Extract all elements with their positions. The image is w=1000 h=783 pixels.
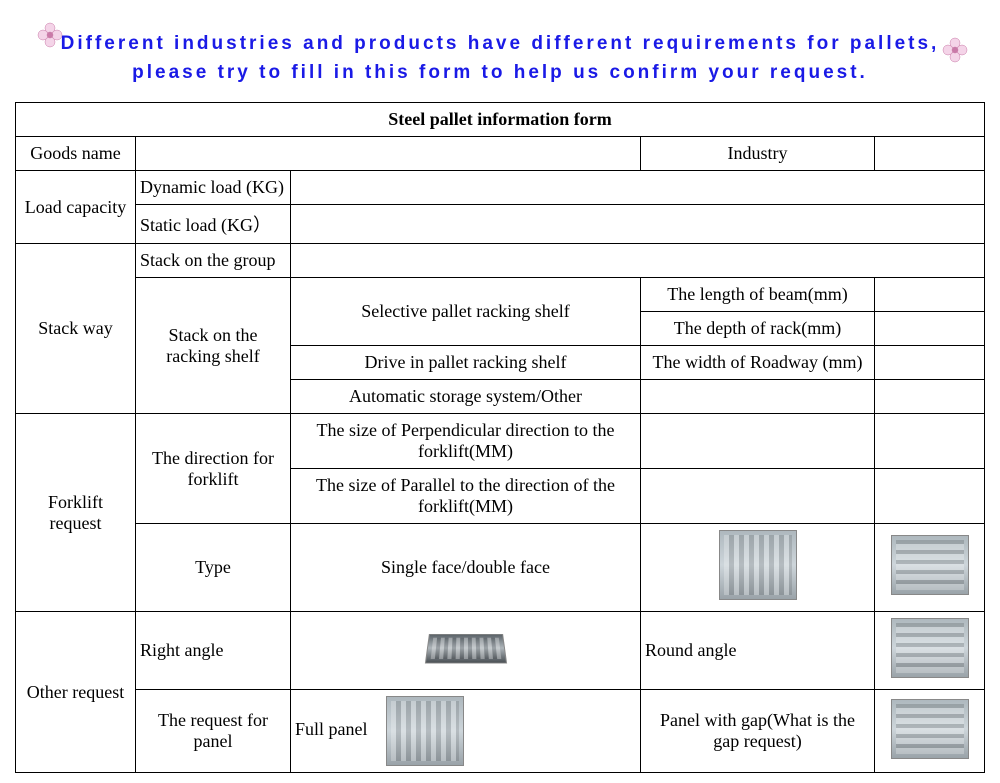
perpendicular-input-2[interactable]	[875, 414, 985, 469]
auto-storage-input-2[interactable]	[875, 380, 985, 414]
header-text: Different industries and products have d…	[55, 30, 945, 87]
full-panel-label: Full panel	[295, 719, 368, 739]
industry-label: Industry	[641, 137, 875, 171]
parallel-input-1[interactable]	[641, 469, 875, 524]
flower-icon	[35, 20, 65, 50]
length-beam-input[interactable]	[875, 278, 985, 312]
width-roadway-input[interactable]	[875, 346, 985, 380]
perpendicular-label: The size of Perpendicular direction to t…	[291, 414, 641, 469]
dynamic-load-label: Dynamic load (KG)	[136, 171, 291, 205]
pallet-icon	[424, 634, 506, 664]
panel-gap-label: Panel with gap(What is the gap request)	[641, 690, 875, 773]
parallel-label: The size of Parallel to the direction of…	[291, 469, 641, 524]
information-form-table: Steel pallet information form Goods name…	[15, 102, 985, 773]
stack-rack-label: Stack on the racking shelf	[136, 278, 291, 414]
pallet-double-image	[875, 524, 985, 612]
pallet-gap-image	[875, 690, 985, 773]
auto-storage-input-1[interactable]	[641, 380, 875, 414]
flower-icon	[940, 35, 970, 65]
goods-name-label: Goods name	[16, 137, 136, 171]
industry-input[interactable]	[875, 137, 985, 171]
pallet-round-angle-image	[875, 612, 985, 690]
stack-group-input[interactable]	[291, 244, 985, 278]
auto-storage-label: Automatic storage system/Other	[291, 380, 641, 414]
stack-way-label: Stack way	[16, 244, 136, 414]
dynamic-load-input[interactable]	[291, 171, 985, 205]
form-title: Steel pallet information form	[16, 103, 985, 137]
forklift-request-label: Forklift request	[16, 414, 136, 612]
type-label: Type	[136, 524, 291, 612]
goods-name-input[interactable]	[136, 137, 641, 171]
request-panel-label: The request for panel	[136, 690, 291, 773]
pallet-icon	[386, 696, 464, 766]
pallet-right-angle-image	[291, 612, 641, 690]
width-roadway-label: The width of Roadway (mm)	[641, 346, 875, 380]
depth-rack-input[interactable]	[875, 312, 985, 346]
length-beam-label: The length of beam(mm)	[641, 278, 875, 312]
pallet-icon	[891, 535, 969, 595]
header-line-2: please try to fill in this form to help …	[132, 62, 868, 83]
static-load-label: Static load (KG）	[136, 205, 291, 244]
pallet-icon	[891, 699, 969, 759]
pallet-single-image	[641, 524, 875, 612]
full-panel-cell: Full panel	[291, 690, 641, 773]
pallet-icon	[891, 618, 969, 678]
static-load-input[interactable]	[291, 205, 985, 244]
header-line-1: Different industries and products have d…	[61, 33, 940, 54]
stack-group-label: Stack on the group	[136, 244, 291, 278]
direction-forklift-label: The direction for forklift	[136, 414, 291, 524]
single-double-label: Single face/double face	[291, 524, 641, 612]
header-banner: Different industries and products have d…	[15, 10, 985, 102]
right-angle-label: Right angle	[136, 612, 291, 690]
drive-in-shelf-label: Drive in pallet racking shelf	[291, 346, 641, 380]
perpendicular-input-1[interactable]	[641, 414, 875, 469]
depth-rack-label: The depth of rack(mm)	[641, 312, 875, 346]
load-capacity-label: Load capacity	[16, 171, 136, 244]
round-angle-label: Round angle	[641, 612, 875, 690]
selective-shelf-label: Selective pallet racking shelf	[291, 278, 641, 346]
other-request-label: Other request	[16, 612, 136, 773]
parallel-input-2[interactable]	[875, 469, 985, 524]
pallet-icon	[719, 530, 797, 600]
